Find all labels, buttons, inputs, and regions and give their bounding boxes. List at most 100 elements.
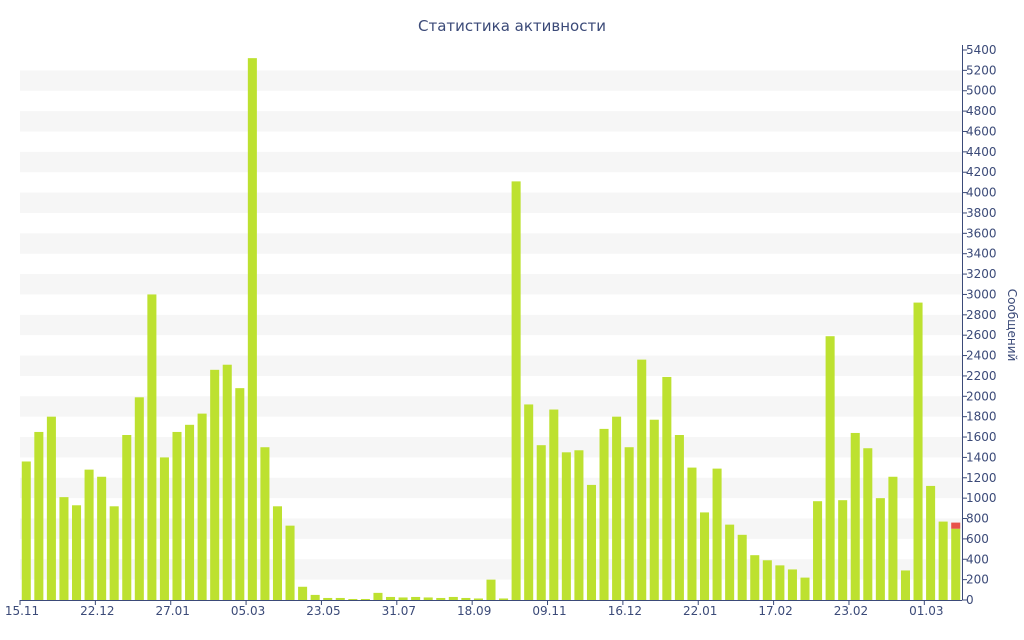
y-tick-label: 4800 bbox=[966, 104, 997, 118]
bar bbox=[335, 597, 345, 600]
bar bbox=[850, 432, 860, 600]
bar bbox=[147, 294, 157, 600]
x-tick-label: 22.01 bbox=[683, 604, 717, 618]
bar bbox=[825, 336, 835, 600]
y-tick-label: 3800 bbox=[966, 206, 997, 220]
bar bbox=[951, 528, 961, 600]
y-tick-label: 0 bbox=[966, 593, 974, 607]
bar bbox=[348, 598, 358, 600]
bar-highlight bbox=[951, 522, 961, 529]
y-tick-label: 200 bbox=[966, 573, 989, 587]
y-tick-label: 1400 bbox=[966, 450, 997, 464]
bars-group bbox=[21, 58, 961, 601]
bar bbox=[285, 525, 295, 600]
y-tick-label: 3000 bbox=[966, 287, 997, 301]
bar bbox=[360, 598, 370, 600]
x-tick-label: 27.01 bbox=[156, 604, 190, 618]
bar bbox=[310, 594, 320, 600]
bar bbox=[97, 476, 107, 600]
bar bbox=[235, 388, 245, 600]
bar bbox=[875, 498, 885, 600]
bar bbox=[21, 461, 31, 600]
y-tick-label: 3600 bbox=[966, 226, 997, 240]
bar bbox=[398, 597, 408, 600]
x-tick-label: 05.03 bbox=[231, 604, 265, 618]
bar bbox=[524, 404, 534, 600]
y-tick-label: 5200 bbox=[966, 63, 997, 77]
y-tick-label: 4200 bbox=[966, 165, 997, 179]
bar bbox=[172, 431, 182, 600]
bar bbox=[561, 452, 571, 600]
y-tick-label: 2400 bbox=[966, 349, 997, 363]
x-tick-label: 16.12 bbox=[608, 604, 642, 618]
bar bbox=[813, 501, 823, 600]
bar bbox=[938, 521, 948, 600]
bar bbox=[185, 424, 195, 600]
y-tick-label: 5000 bbox=[966, 84, 997, 98]
bar bbox=[197, 413, 207, 600]
bar bbox=[574, 450, 584, 600]
bar bbox=[712, 468, 722, 600]
y-tick-label: 2600 bbox=[966, 328, 997, 342]
y-axis-ticks: 0 200 400 600 800 1000 1200 1400 1600 1800 2000 220… bbox=[962, 43, 997, 607]
x-tick-label: 23.05 bbox=[306, 604, 340, 618]
y-tick-label: 1000 bbox=[966, 491, 997, 505]
bar bbox=[787, 569, 797, 600]
bar bbox=[699, 512, 710, 600]
bar bbox=[34, 431, 44, 600]
bar bbox=[687, 467, 697, 600]
x-tick-label: 17.02 bbox=[758, 604, 792, 618]
y-tick-label: 2000 bbox=[966, 389, 997, 403]
bar bbox=[272, 506, 283, 600]
bar bbox=[323, 597, 333, 600]
x-axis-ticks: 15.11 22.12 27.01 05.03 23.05 31.07 18.09 09.11… bbox=[5, 600, 943, 618]
y-tick-label: 5400 bbox=[966, 43, 997, 57]
bar bbox=[109, 506, 119, 600]
y-tick-label: 3400 bbox=[966, 247, 997, 261]
bar bbox=[260, 447, 270, 600]
bar bbox=[46, 416, 56, 600]
bar bbox=[59, 497, 69, 600]
bar bbox=[486, 579, 496, 600]
bar bbox=[411, 596, 421, 600]
bar bbox=[926, 485, 936, 600]
y-tick-label: 2800 bbox=[966, 308, 997, 322]
grid-band bbox=[20, 314, 962, 336]
bar bbox=[549, 409, 559, 600]
y-tick-label: 1800 bbox=[966, 410, 997, 424]
y-tick-label: 4600 bbox=[966, 124, 997, 138]
bar bbox=[499, 598, 509, 600]
bar bbox=[863, 448, 873, 600]
bar bbox=[599, 428, 609, 600]
bar bbox=[536, 445, 546, 600]
bar bbox=[888, 476, 898, 600]
x-tick-label: 01.03 bbox=[909, 604, 943, 618]
bar bbox=[838, 500, 848, 600]
bar bbox=[122, 435, 132, 600]
bar bbox=[900, 570, 911, 600]
y-tick-label: 400 bbox=[966, 552, 989, 566]
bar bbox=[637, 359, 647, 600]
grid-band bbox=[20, 70, 962, 91]
bar bbox=[586, 484, 597, 600]
x-tick-label: 15.11 bbox=[5, 604, 39, 618]
x-tick-label: 22.12 bbox=[80, 604, 114, 618]
bar bbox=[222, 364, 232, 600]
bar bbox=[159, 457, 169, 600]
bar bbox=[461, 597, 471, 600]
y-tick-label: 1200 bbox=[966, 471, 997, 485]
bar bbox=[423, 597, 433, 600]
grid-band bbox=[20, 233, 962, 254]
bar bbox=[298, 586, 308, 600]
y-tick-label: 3200 bbox=[966, 267, 997, 281]
grid-band bbox=[20, 274, 962, 295]
y-tick-label: 2200 bbox=[966, 369, 997, 383]
grid-band bbox=[20, 437, 962, 458]
bar bbox=[762, 560, 772, 600]
bar bbox=[662, 376, 672, 600]
y-tick-label: 1600 bbox=[966, 430, 997, 444]
grid-band bbox=[20, 111, 962, 132]
bar bbox=[247, 58, 257, 601]
x-tick-label: 31.07 bbox=[382, 604, 416, 618]
